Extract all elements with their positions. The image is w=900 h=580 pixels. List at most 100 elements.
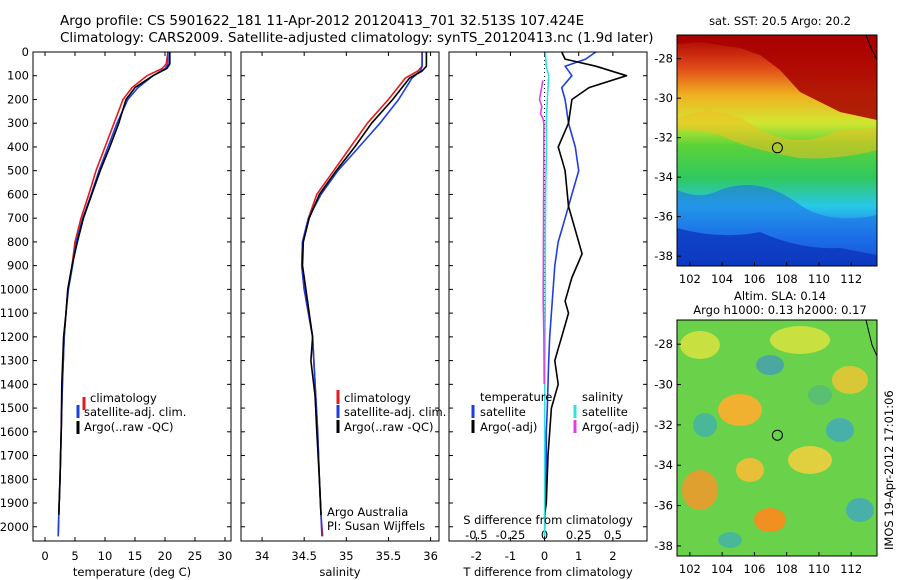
legend-label-satellite: satellite-adj. clim. (84, 405, 186, 419)
x-tick-label: 35 (339, 549, 354, 563)
y-tick-label: 1600 (0, 425, 29, 439)
sla-map-panel: Altim. SLA: 0.14 Argo h1000: 0.13 h2000:… (654, 289, 878, 576)
salinity-xlabel: salinity (319, 565, 360, 579)
sla-map-subtitle: Argo h1000: 0.13 h2000: 0.17 (693, 303, 866, 317)
y-tick-label: 700 (7, 211, 29, 225)
x-tick-label: 106 (743, 562, 765, 576)
difference-frame (448, 51, 648, 542)
y-tick-label: 0 (22, 45, 29, 59)
legend-label-argo: Argo(..raw -QC) (84, 420, 174, 434)
series-line-t-satellite (543, 51, 597, 537)
y-tick-label: 1000 (0, 282, 29, 296)
y-tick-label: 1900 (0, 496, 29, 510)
difference-axes: -2 -1 0 1 2-0.5 -0.25 0 0.25 0.5 (449, 51, 647, 563)
y-tick-label: -34 (654, 170, 673, 184)
y-tick-label: -32 (654, 131, 673, 145)
x-tick-label: 20 (158, 549, 173, 563)
difference-series (538, 51, 628, 537)
y-tick-label: 1100 (0, 306, 29, 320)
x-tick-label: 15 (128, 549, 143, 563)
difference-legend: temperature salinity satellite Argo(-adj… (471, 390, 639, 434)
y-tick-label: -38 (654, 539, 673, 553)
temperature-legend: climatology satellite-adj. clim. Argo(..… (76, 391, 186, 434)
sla-map-frame (676, 319, 878, 557)
x-tick-label: 102 (679, 272, 701, 286)
x-tick-label: 104 (711, 562, 733, 576)
x-tick-label: -2 (471, 549, 482, 563)
x-tick-label: 110 (808, 272, 830, 286)
x-tick-label: 2 (609, 549, 616, 563)
temperature-series (57, 51, 171, 537)
s-tick-label: 0.5 (604, 528, 622, 542)
series-line-argo-raw-qc- (58, 52, 171, 515)
x-tick-label: 34 (255, 549, 270, 563)
y-tick-label: -30 (654, 378, 673, 392)
legend-label-argo: Argo(..raw -QC) (344, 420, 434, 434)
sla-map-title: Altim. SLA: 0.14 (734, 289, 826, 303)
y-tick-label: -36 (654, 210, 673, 224)
legend-label-t-satellite: satellite (480, 405, 526, 419)
x-tick-label: 106 (743, 272, 765, 286)
series-line-climatology (57, 51, 169, 537)
y-tick-label: 900 (7, 259, 29, 273)
legend-title-temperature: temperature (480, 390, 552, 404)
x-tick-label: 34.5 (291, 549, 317, 563)
y-tick-label: 600 (7, 187, 29, 201)
temperature-axes: 0100200300400500600700800900100011001200… (0, 45, 232, 563)
legend-label-satellite: satellite-adj. clim. (344, 405, 446, 419)
sst-map-panel: sat. SST: 20.5 Argo: 20.2 102 104 106 108 11… (654, 14, 878, 286)
series-line-t-argo-adj- (543, 51, 628, 516)
y-tick-label: 400 (7, 140, 29, 154)
x-tick-label: 108 (776, 272, 798, 286)
y-tick-label: -30 (654, 91, 673, 105)
x-tick-label: 36 (423, 549, 438, 563)
y-tick-label: 500 (7, 164, 29, 178)
y-tick-label: 100 (7, 69, 29, 83)
argo-location-marker (771, 142, 783, 154)
y-tick-label: 200 (7, 92, 29, 106)
y-tick-label: -32 (654, 418, 673, 432)
x-tick-label: 30 (218, 549, 233, 563)
x-tick-label: 0 (541, 549, 548, 563)
difference-xlabel-top: S difference from climatology (463, 513, 633, 527)
sst-map-title: sat. SST: 20.5 Argo: 20.2 (709, 14, 851, 28)
difference-panel: -2 -1 0 1 2-0.5 -0.25 0 0.25 0.5 T difference fr… (448, 51, 648, 579)
y-tick-label: 300 (7, 116, 29, 130)
series-line-s-argo-adj- (538, 80, 545, 385)
y-tick-label: -38 (654, 249, 673, 263)
temperature-xlabel: temperature (deg C) (73, 565, 191, 579)
s-tick-label: -0.25 (496, 528, 526, 542)
s-tick-label: -0.5 (465, 528, 487, 542)
y-tick-label: 1300 (0, 354, 29, 368)
x-tick-label: 0 (41, 549, 48, 563)
x-tick-label: 35.5 (376, 549, 402, 563)
x-tick-label: 10 (98, 549, 113, 563)
x-tick-label: 25 (188, 549, 203, 563)
sla-map-image (677, 319, 877, 556)
y-tick-label: 1700 (0, 449, 29, 463)
temperature-frame (32, 51, 232, 542)
legend-label-climatology: climatology (344, 391, 411, 405)
y-tick-label: -36 (654, 499, 673, 513)
salinity-series (300, 52, 428, 537)
series-line-satellite-adj-clim- (300, 52, 423, 537)
note-line-2: PI: Susan Wijffels (327, 519, 425, 533)
legend-label-t-argo: Argo(-adj) (480, 420, 537, 434)
sst-map-image (677, 35, 877, 266)
salinity-legend: climatology satellite-adj. clim. Argo(..… (336, 390, 446, 434)
title-line-1: Argo profile: CS 5901622_181 11-Apr-2012… (60, 13, 584, 29)
s-tick-label: 0.25 (566, 528, 592, 542)
legend-label-climatology: climatology (90, 391, 157, 405)
y-tick-label: 1500 (0, 401, 29, 415)
x-tick-label: 102 (679, 562, 701, 576)
x-tick-label: 1 (575, 549, 582, 563)
y-tick-label: 800 (7, 235, 29, 249)
sst-map-axes: 102 104 106 108 110 112 -28 -30 -32 -34 -36 -38 (654, 52, 862, 286)
legend-label-s-satellite: satellite (582, 405, 628, 419)
x-tick-label: -1 (505, 549, 516, 563)
y-tick-label: 1800 (0, 472, 29, 486)
y-tick-label: 2000 (0, 520, 29, 534)
legend-title-salinity: salinity (582, 390, 623, 404)
argo-location-marker (771, 429, 783, 441)
series-line-climatology (300, 52, 423, 537)
